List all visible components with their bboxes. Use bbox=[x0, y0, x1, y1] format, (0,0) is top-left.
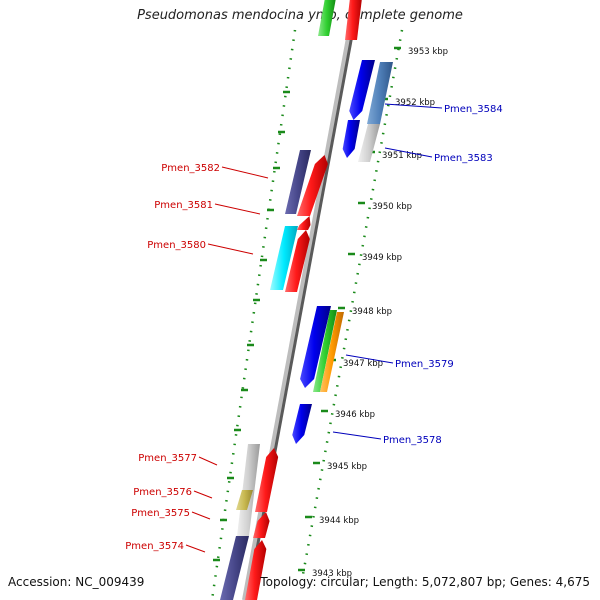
gene-label-right[interactable]: Pmen_3579 bbox=[395, 359, 454, 370]
label-leader-line bbox=[384, 147, 433, 158]
gene-label-left[interactable]: Pmen_3576 bbox=[133, 487, 192, 498]
gene-arrow[interactable] bbox=[236, 490, 253, 510]
label-leader-line bbox=[221, 166, 269, 179]
gene-arrow[interactable] bbox=[285, 150, 311, 214]
gene-arrow[interactable] bbox=[297, 155, 328, 216]
kbp-tick-label: 3943 kbp bbox=[312, 569, 352, 579]
kbp-tick-label: 3944 kbp bbox=[319, 516, 359, 526]
kbp-tick-label: 3945 kbp bbox=[327, 462, 367, 472]
gene-arrow[interactable] bbox=[270, 226, 298, 290]
kbp-tick-label: 3947 kbp bbox=[343, 359, 383, 369]
gene-arrow[interactable] bbox=[285, 230, 310, 292]
label-leader-line bbox=[198, 456, 218, 466]
gene-arrow[interactable] bbox=[318, 0, 336, 36]
gene-label-left[interactable]: Pmen_3575 bbox=[131, 508, 190, 519]
gene-arrow[interactable] bbox=[358, 124, 380, 162]
gene-arrow[interactable] bbox=[292, 404, 312, 444]
track-dots-inner-right bbox=[300, 29, 404, 581]
gene-arrow[interactable] bbox=[367, 62, 393, 124]
page-title: Pseudomonas mendocina ymp, complete geno… bbox=[137, 8, 463, 23]
gene-labels: Pmen_3582 Pmen_3581 Pmen_3580 Pmen_3577 Pmen… bbox=[125, 104, 502, 552]
gene-arrow[interactable] bbox=[300, 306, 331, 388]
kbp-tick-label: 3948 kbp bbox=[352, 307, 392, 317]
gene-arrow[interactable] bbox=[220, 536, 249, 600]
kbp-tick-label: 3953 kbp bbox=[408, 47, 448, 57]
kbp-tick-label: 3951 kbp bbox=[382, 151, 422, 161]
label-leader-line bbox=[207, 243, 254, 255]
label-leader-line bbox=[214, 203, 261, 215]
kbp-tick-label: 3952 kbp bbox=[395, 98, 435, 108]
label-leader-line bbox=[332, 431, 382, 440]
label-leaders bbox=[185, 103, 443, 553]
label-leader-line bbox=[345, 354, 394, 364]
gene-label-left[interactable]: Pmen_3577 bbox=[138, 453, 197, 464]
gene-arrow[interactable] bbox=[313, 310, 337, 392]
kbp-tick-label: 3946 kbp bbox=[335, 410, 375, 420]
track-dots-outer-left bbox=[210, 29, 297, 600]
gene-arrow[interactable] bbox=[345, 0, 362, 40]
gene-label-left[interactable]: Pmen_3574 bbox=[125, 541, 184, 552]
gene-arrow[interactable] bbox=[245, 540, 267, 600]
accession-text: Accession: NC_009439 bbox=[8, 575, 145, 589]
gene-arrow[interactable] bbox=[255, 448, 279, 512]
gene-label-right[interactable]: Pmen_3578 bbox=[383, 435, 442, 446]
label-leader-line bbox=[384, 103, 443, 109]
label-leader-line bbox=[191, 511, 211, 520]
gene-label-right[interactable]: Pmen_3583 bbox=[434, 153, 493, 164]
kbp-tick-label: 3950 kbp bbox=[372, 202, 412, 212]
gene-label-left[interactable]: Pmen_3580 bbox=[147, 240, 206, 251]
label-leader-line bbox=[185, 544, 206, 553]
gene-label-right[interactable]: Pmen_3584 bbox=[444, 104, 503, 115]
gene-arrow[interactable] bbox=[342, 120, 360, 158]
genome-summary-text: Topology: circular; Length: 5,072,807 bp… bbox=[260, 575, 590, 589]
gene-features bbox=[220, 0, 393, 600]
gene-arrow[interactable] bbox=[349, 60, 375, 120]
gene-label-left[interactable]: Pmen_3582 bbox=[161, 163, 220, 174]
gene-arrow[interactable] bbox=[297, 216, 311, 230]
label-leader-line bbox=[193, 490, 213, 499]
gene-label-left[interactable]: Pmen_3581 bbox=[154, 200, 213, 211]
kbp-tick-label: 3949 kbp bbox=[362, 253, 402, 263]
gene-arrow[interactable] bbox=[320, 312, 344, 392]
gene-arrow[interactable] bbox=[253, 512, 270, 538]
